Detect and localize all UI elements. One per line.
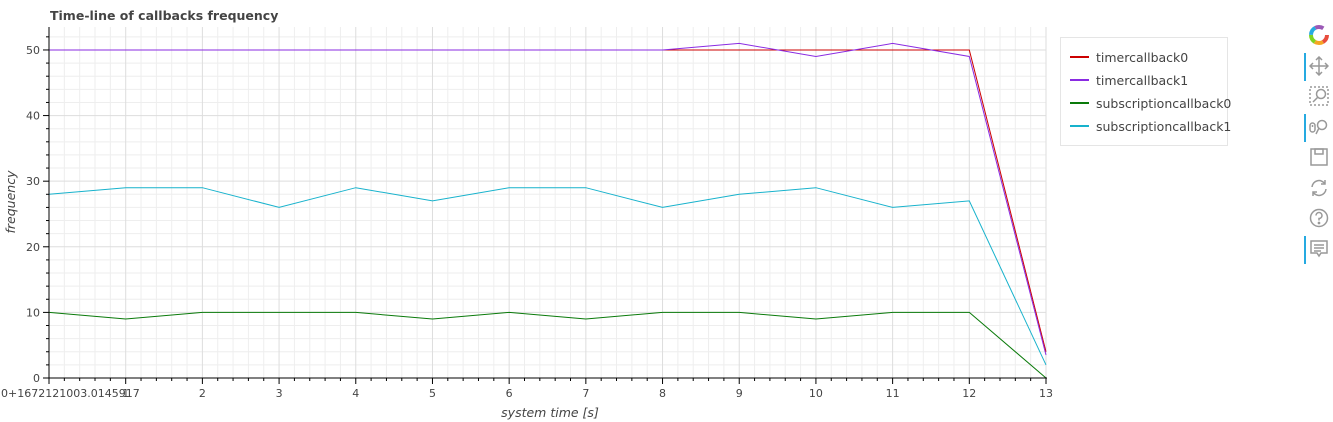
x-tick-label: 6 [506,387,513,400]
minor-gridlines [49,27,1046,378]
reset-icon[interactable] [1304,175,1332,203]
legend-label: subscriptioncallback1 [1096,118,1232,134]
x-tick-label: 13 [1039,387,1053,400]
x-tick-label: 5 [429,387,436,400]
y-tick-label: 40 [26,110,40,123]
pan-icon[interactable] [1304,53,1332,81]
legend-item[interactable]: timercallback0 [1070,48,1188,66]
legend-swatch [1070,102,1089,104]
legend-swatch [1070,125,1089,127]
x-tick-label: 9 [736,387,743,400]
series-line-subscriptioncallback1 [48,187,1047,366]
x-tick-label: 4 [352,387,359,400]
series-line-timercallback0 [49,49,1047,352]
y-tick-label: 10 [26,306,40,319]
y-tick-label: 0 [33,372,40,385]
toolbar [1300,22,1333,292]
y-axis-label: frequency [3,170,18,234]
wheel-zoom-icon[interactable] [1304,114,1332,142]
legend-label: timercallback0 [1096,49,1189,65]
x-tick-label: 11 [886,387,900,400]
legend-item[interactable]: subscriptioncallback1 [1070,117,1231,135]
series-line-subscriptioncallback0 [48,311,1047,379]
help-icon[interactable] [1304,205,1332,233]
x-tick-label: 8 [659,387,666,400]
legend-label: timercallback1 [1096,72,1189,88]
x-axis-label: system time [s] [501,405,599,420]
x-tick-label: 10 [809,387,823,400]
legend-item[interactable]: timercallback1 [1070,71,1188,89]
series-line-timercallback1 [49,42,1047,356]
hover-icon[interactable] [1304,236,1332,264]
bokeh-logo-icon[interactable] [1304,22,1332,50]
legend-item[interactable]: subscriptioncallback0 [1070,94,1231,112]
series-lines [48,42,1047,379]
legend-swatch [1070,79,1089,81]
legend-label: subscriptioncallback0 [1096,95,1232,111]
y-tick-label: 50 [26,44,40,57]
x-tick-label: 3 [276,387,283,400]
legend-swatch [1070,56,1089,58]
x-tick-label: 0+1672121003.0145917 [1,387,140,400]
x-tick-label: 7 [582,387,589,400]
y-tick-label: 30 [26,175,40,188]
box-zoom-icon[interactable] [1304,83,1332,111]
legend: timercallback0 timercallback1 subscripti… [1060,37,1231,146]
axes [43,27,1047,384]
chart-title: Time-line of callbacks frequency [50,8,279,23]
y-tick-label: 20 [26,241,40,254]
x-tick-label: 12 [962,387,976,400]
save-icon[interactable] [1304,144,1332,172]
x-tick-label: 2 [199,387,206,400]
x-tick-label: 1 [122,387,129,400]
